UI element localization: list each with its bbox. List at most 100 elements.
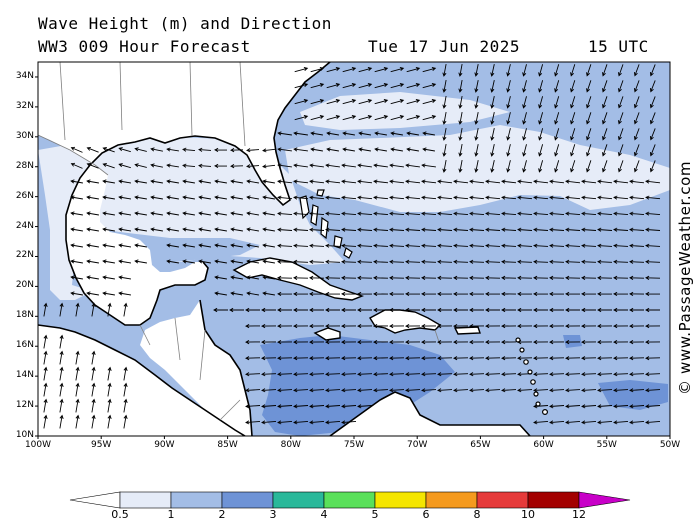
direction-arrow [501, 227, 517, 232]
direction-arrow [342, 147, 355, 152]
direction-arrow [293, 131, 308, 136]
direction-arrow [629, 195, 645, 200]
direction-arrow [262, 227, 275, 232]
direction-arrow [533, 340, 549, 345]
direction-arrow [613, 211, 629, 216]
direction-arrow [522, 112, 527, 125]
direction-arrow [522, 144, 527, 157]
direction-arrow [118, 227, 131, 232]
direction-arrow [70, 179, 83, 184]
direction-arrow [617, 144, 624, 157]
direction-arrow [358, 67, 373, 73]
direction-arrow [373, 372, 389, 377]
direction-arrow [277, 420, 293, 425]
direction-arrow [166, 163, 179, 168]
direction-arrow [102, 211, 115, 216]
direction-arrow [262, 211, 275, 216]
direction-arrow [341, 179, 357, 184]
direction-arrow [70, 146, 83, 153]
direction-arrow [230, 243, 243, 248]
direction-arrow [522, 128, 527, 141]
direction-arrow [91, 302, 96, 317]
direction-arrow [633, 144, 640, 157]
direction-arrow [501, 275, 517, 280]
direction-arrow [533, 259, 549, 264]
direction-arrow [198, 211, 211, 216]
direction-arrow [245, 307, 260, 313]
direction-arrow [469, 179, 485, 184]
direction-arrow [517, 307, 532, 313]
direction-arrow [421, 275, 437, 280]
direction-arrow [389, 227, 405, 232]
colorbar-label: 12 [572, 508, 586, 521]
direction-arrow [357, 404, 373, 409]
direction-arrow [357, 163, 372, 168]
direction-arrow [649, 128, 656, 141]
direction-arrow [581, 211, 597, 216]
direction-arrow [70, 211, 83, 216]
direction-arrow [102, 227, 115, 232]
direction-arrow [86, 179, 99, 184]
direction-arrow [325, 388, 341, 393]
direction-arrow [86, 227, 99, 232]
direction-arrow [309, 163, 324, 168]
direction-arrow [342, 83, 357, 89]
direction-arrow [245, 372, 261, 377]
direction-arrow [501, 179, 517, 184]
direction-arrow [70, 162, 83, 169]
direction-arrow [293, 179, 309, 184]
direction-arrow [485, 356, 501, 361]
direction-arrow [310, 83, 325, 89]
direction-arrow [246, 195, 259, 200]
direction-arrow [293, 291, 309, 296]
direction-arrow [246, 291, 259, 296]
direction-arrow [617, 112, 624, 125]
direction-arrow [649, 112, 656, 125]
direction-arrow [645, 291, 661, 296]
direction-arrow [453, 259, 469, 264]
direction-arrow [437, 372, 453, 377]
direction-arrow [421, 356, 437, 361]
direction-arrow [310, 115, 325, 121]
direction-arrow [293, 404, 309, 409]
direction-arrow [645, 259, 661, 264]
direction-arrow [533, 195, 549, 200]
direction-arrow [341, 275, 357, 280]
forecast-date: Tue 17 Jun 2025 [368, 37, 520, 56]
direction-arrow [230, 259, 243, 264]
direction-arrow [533, 420, 549, 425]
direction-arrow [389, 163, 404, 168]
direction-arrow [613, 388, 629, 393]
direction-arrow [107, 382, 112, 397]
direction-arrow [134, 147, 147, 152]
direction-arrow [506, 144, 511, 157]
direction-arrow [293, 356, 309, 361]
direction-arrow [613, 243, 629, 248]
direction-arrow [565, 356, 581, 361]
direction-arrow [309, 211, 325, 216]
direction-arrow [70, 291, 83, 296]
direction-arrow [533, 307, 548, 313]
direction-arrow [309, 356, 325, 361]
direction-arrow [485, 195, 501, 200]
direction-arrow [405, 340, 421, 345]
direction-arrow [166, 259, 179, 264]
direction-arrow [538, 96, 544, 109]
direction-arrow [43, 414, 48, 429]
colorbar [69, 491, 631, 509]
direction-arrow [118, 147, 131, 153]
direction-arrow [262, 148, 276, 153]
direction-arrow [198, 179, 211, 184]
direction-arrow [214, 147, 228, 152]
direction-arrow [198, 259, 211, 264]
direction-arrow [581, 404, 597, 409]
direction-arrow [506, 160, 511, 173]
direction-arrow [565, 179, 581, 184]
direction-arrow [389, 388, 405, 393]
direction-arrow [501, 388, 517, 393]
direction-arrow [422, 99, 437, 105]
direction-arrow [91, 414, 96, 429]
direction-arrow [645, 227, 661, 232]
lon-label: 60W [533, 440, 554, 450]
